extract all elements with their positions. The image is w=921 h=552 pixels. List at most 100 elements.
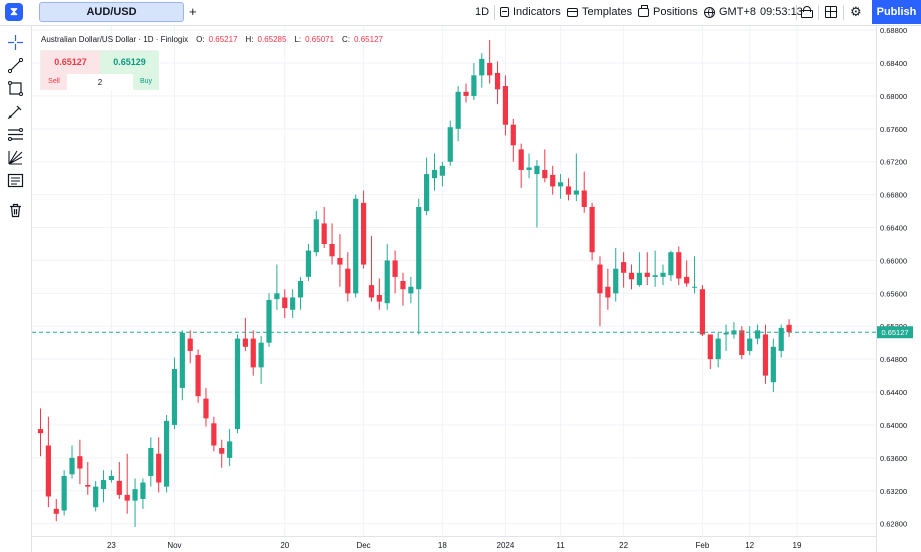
candle-body [100,480,107,490]
candle-body [487,63,493,76]
x-tick-label: 11 [556,541,565,550]
candle-body [739,330,745,356]
rectangle-icon[interactable] [7,80,24,97]
publish-button[interactable]: Publish [872,0,921,24]
candle-body [242,338,248,347]
quantity-input[interactable] [67,74,133,90]
candle-body [140,482,146,499]
x-tick-label: 19 [793,541,802,550]
indicators-button[interactable]: Indicators [500,6,561,18]
chart-pane[interactable]: 0.62800 0.63200 0.63600 0.64000 0.64400 0.648… [32,26,921,552]
timezone-button[interactable]: GMT+8 09:53:13 [704,6,803,18]
candle-body [93,486,99,508]
last-price-badge [877,326,913,339]
candle-body [565,186,572,195]
candle-body [290,297,296,310]
toolbar-divider [818,5,819,20]
sell-button[interactable]: Sell [41,74,67,90]
timezone-label: GMT+8 [719,6,756,18]
candle-body [69,457,75,475]
high-value: 0.65285 [257,35,287,44]
candle-body [53,508,59,514]
positions-icon [638,4,649,17]
x-tick-label: 23 [107,541,116,550]
y-tick-label: 0.65600 [880,289,907,298]
candle-body [691,286,698,288]
templates-button[interactable]: Templates [567,6,632,18]
candle-body [644,272,650,277]
x-tick-label: Dec [356,541,370,550]
indicators-icon [500,7,509,17]
interval-button[interactable]: 1D [475,6,489,18]
layout-grid-icon[interactable] [825,6,837,18]
low-label: L: [294,35,302,44]
price-chart[interactable]: 0.62800 0.63200 0.63600 0.64000 0.64400 0.648… [32,26,921,552]
candle-body [778,327,784,351]
candle-body [518,149,524,170]
candle-body [219,447,225,454]
candle-body [715,338,721,360]
y-tick-label: 0.67600 [880,125,907,134]
fibonacci-icon[interactable] [7,126,24,143]
text-note-icon[interactable] [7,172,24,189]
toolbar-divider [843,5,844,20]
buy-price-button[interactable]: 0.65129 [100,51,159,74]
low-value: 0.65071 [305,35,335,44]
templates-label: Templates [582,6,633,18]
trade-widget: 0.65127 0.65129 Sell Buy [40,50,159,90]
candle-body [250,338,256,368]
y-tick-label: 0.63200 [880,487,907,496]
globe-icon [704,6,715,18]
candle-body [684,276,690,284]
candle-body [116,480,122,495]
candle-body [163,420,170,487]
candle-body [408,286,414,294]
drawing-toolbar [0,26,32,552]
clock-time: 09:53:13 [759,6,803,18]
candle-body [439,165,445,176]
candle-body [313,219,319,253]
candle-body [431,169,438,179]
candle-body [384,260,390,304]
y-tick-label: 0.63600 [880,454,907,463]
app-logo-icon[interactable]: ⧗ [5,3,23,21]
candle-body [628,272,635,280]
candle-body [37,429,44,434]
positions-button[interactable]: Positions [638,4,698,18]
candle-body [211,423,217,446]
candle-body [542,169,548,179]
close-label: C: [342,35,351,44]
lock-icon[interactable] [801,6,813,18]
buy-button[interactable]: Buy [133,74,159,90]
crosshair-icon[interactable] [7,34,24,51]
x-tick-label: 18 [438,541,447,550]
gann-fan-icon[interactable] [7,149,24,166]
y-tick-label: 0.68800 [880,26,907,35]
candle-body [605,286,611,298]
x-tick-label: 20 [280,541,289,550]
candle-body [754,330,761,339]
candle-body [723,332,729,335]
chart-legend: Australian Dollar/US Dollar · 1D · Finlo… [41,35,383,44]
candle-body [636,272,642,286]
trend-line-icon[interactable] [7,57,24,74]
tab-aud-usd[interactable]: AUD/USD [39,2,184,22]
symbol-title: Australian Dollar/US Dollar · 1D · Finlo… [41,35,189,44]
candle-body [345,268,351,294]
candle-body [337,257,343,265]
candle-body [376,294,382,302]
candle-body [668,252,674,276]
sell-price-button[interactable]: 0.65127 [41,51,100,74]
gear-icon[interactable]: ⚙ [850,4,862,19]
open-label: O: [196,35,205,44]
candle-body [510,124,516,146]
high-label: H: [245,35,254,44]
y-tick-label: 0.66400 [880,224,907,233]
candle-body [321,223,327,244]
add-tab-button[interactable]: + [189,4,197,19]
candle-body [85,485,91,487]
candle-body [108,475,115,481]
y-tick-label: 0.66000 [880,256,907,265]
trash-icon[interactable] [7,202,24,219]
brush-icon[interactable] [7,103,24,120]
